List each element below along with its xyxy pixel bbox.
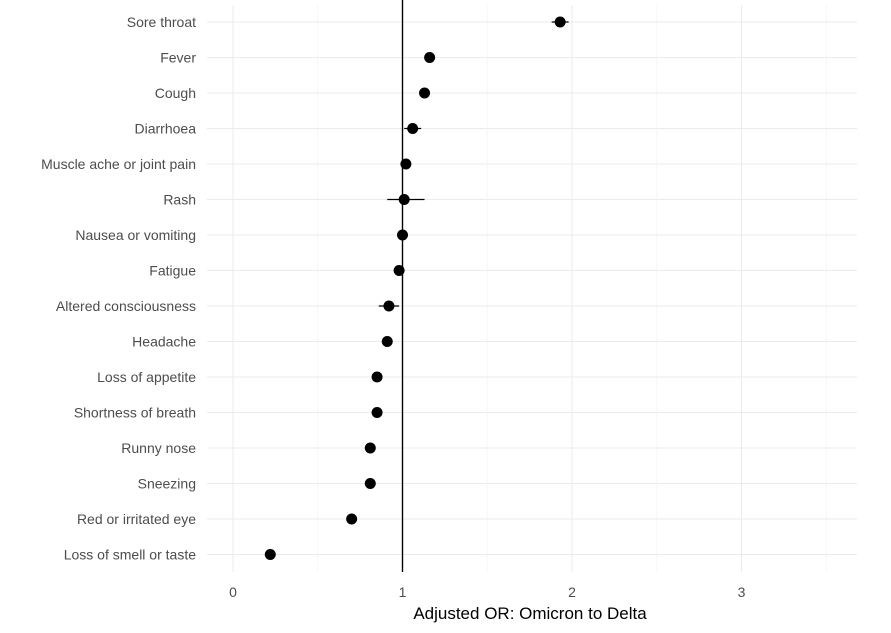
category-label: Nausea or vomiting: [75, 227, 196, 243]
data-point: [424, 52, 436, 63]
data-point: [400, 158, 412, 170]
data-points: [264, 16, 569, 560]
data-point: [383, 300, 395, 312]
category-label: Rash: [163, 192, 196, 208]
data-point: [381, 336, 393, 347]
data-point: [346, 513, 358, 525]
category-label: Muscle ache or joint pain: [41, 156, 196, 172]
category-label: Cough: [155, 85, 196, 101]
data-point: [364, 478, 376, 489]
x-tick-label: 0: [229, 584, 237, 600]
data-point: [419, 87, 431, 99]
category-label: Sneezing: [138, 476, 196, 492]
category-label: Red or irritated eye: [77, 511, 196, 527]
x-tick-label: 3: [738, 584, 746, 600]
data-point: [407, 123, 419, 134]
category-label: Altered consciousness: [56, 298, 196, 314]
category-label: Fever: [160, 50, 196, 66]
grid-lines: [207, 5, 857, 572]
data-point: [398, 194, 410, 205]
data-point: [554, 16, 566, 28]
category-label: Diarrhoea: [135, 121, 197, 137]
data-point: [371, 407, 383, 418]
x-axis-title: Adjusted OR: Omicron to Delta: [413, 604, 647, 623]
category-label: Loss of appetite: [97, 369, 196, 385]
category-label: Runny nose: [121, 440, 196, 456]
data-point: [264, 549, 276, 560]
data-point: [371, 371, 383, 383]
category-label: Shortness of breath: [74, 405, 196, 421]
data-point: [393, 265, 405, 276]
category-labels: Sore throat Fever Cough Diarrhoea Muscle ach…: [41, 14, 196, 563]
x-tick-label: 1: [399, 584, 407, 600]
category-label: Sore throat: [127, 14, 196, 30]
data-point: [364, 442, 376, 454]
data-point: [397, 229, 408, 241]
x-tick-label: 2: [568, 584, 576, 600]
x-tick-labels: 0 1 2 3: [229, 584, 746, 600]
category-label: Loss of smell or taste: [64, 547, 196, 563]
category-label: Headache: [132, 334, 196, 350]
category-label: Fatigue: [149, 263, 196, 279]
